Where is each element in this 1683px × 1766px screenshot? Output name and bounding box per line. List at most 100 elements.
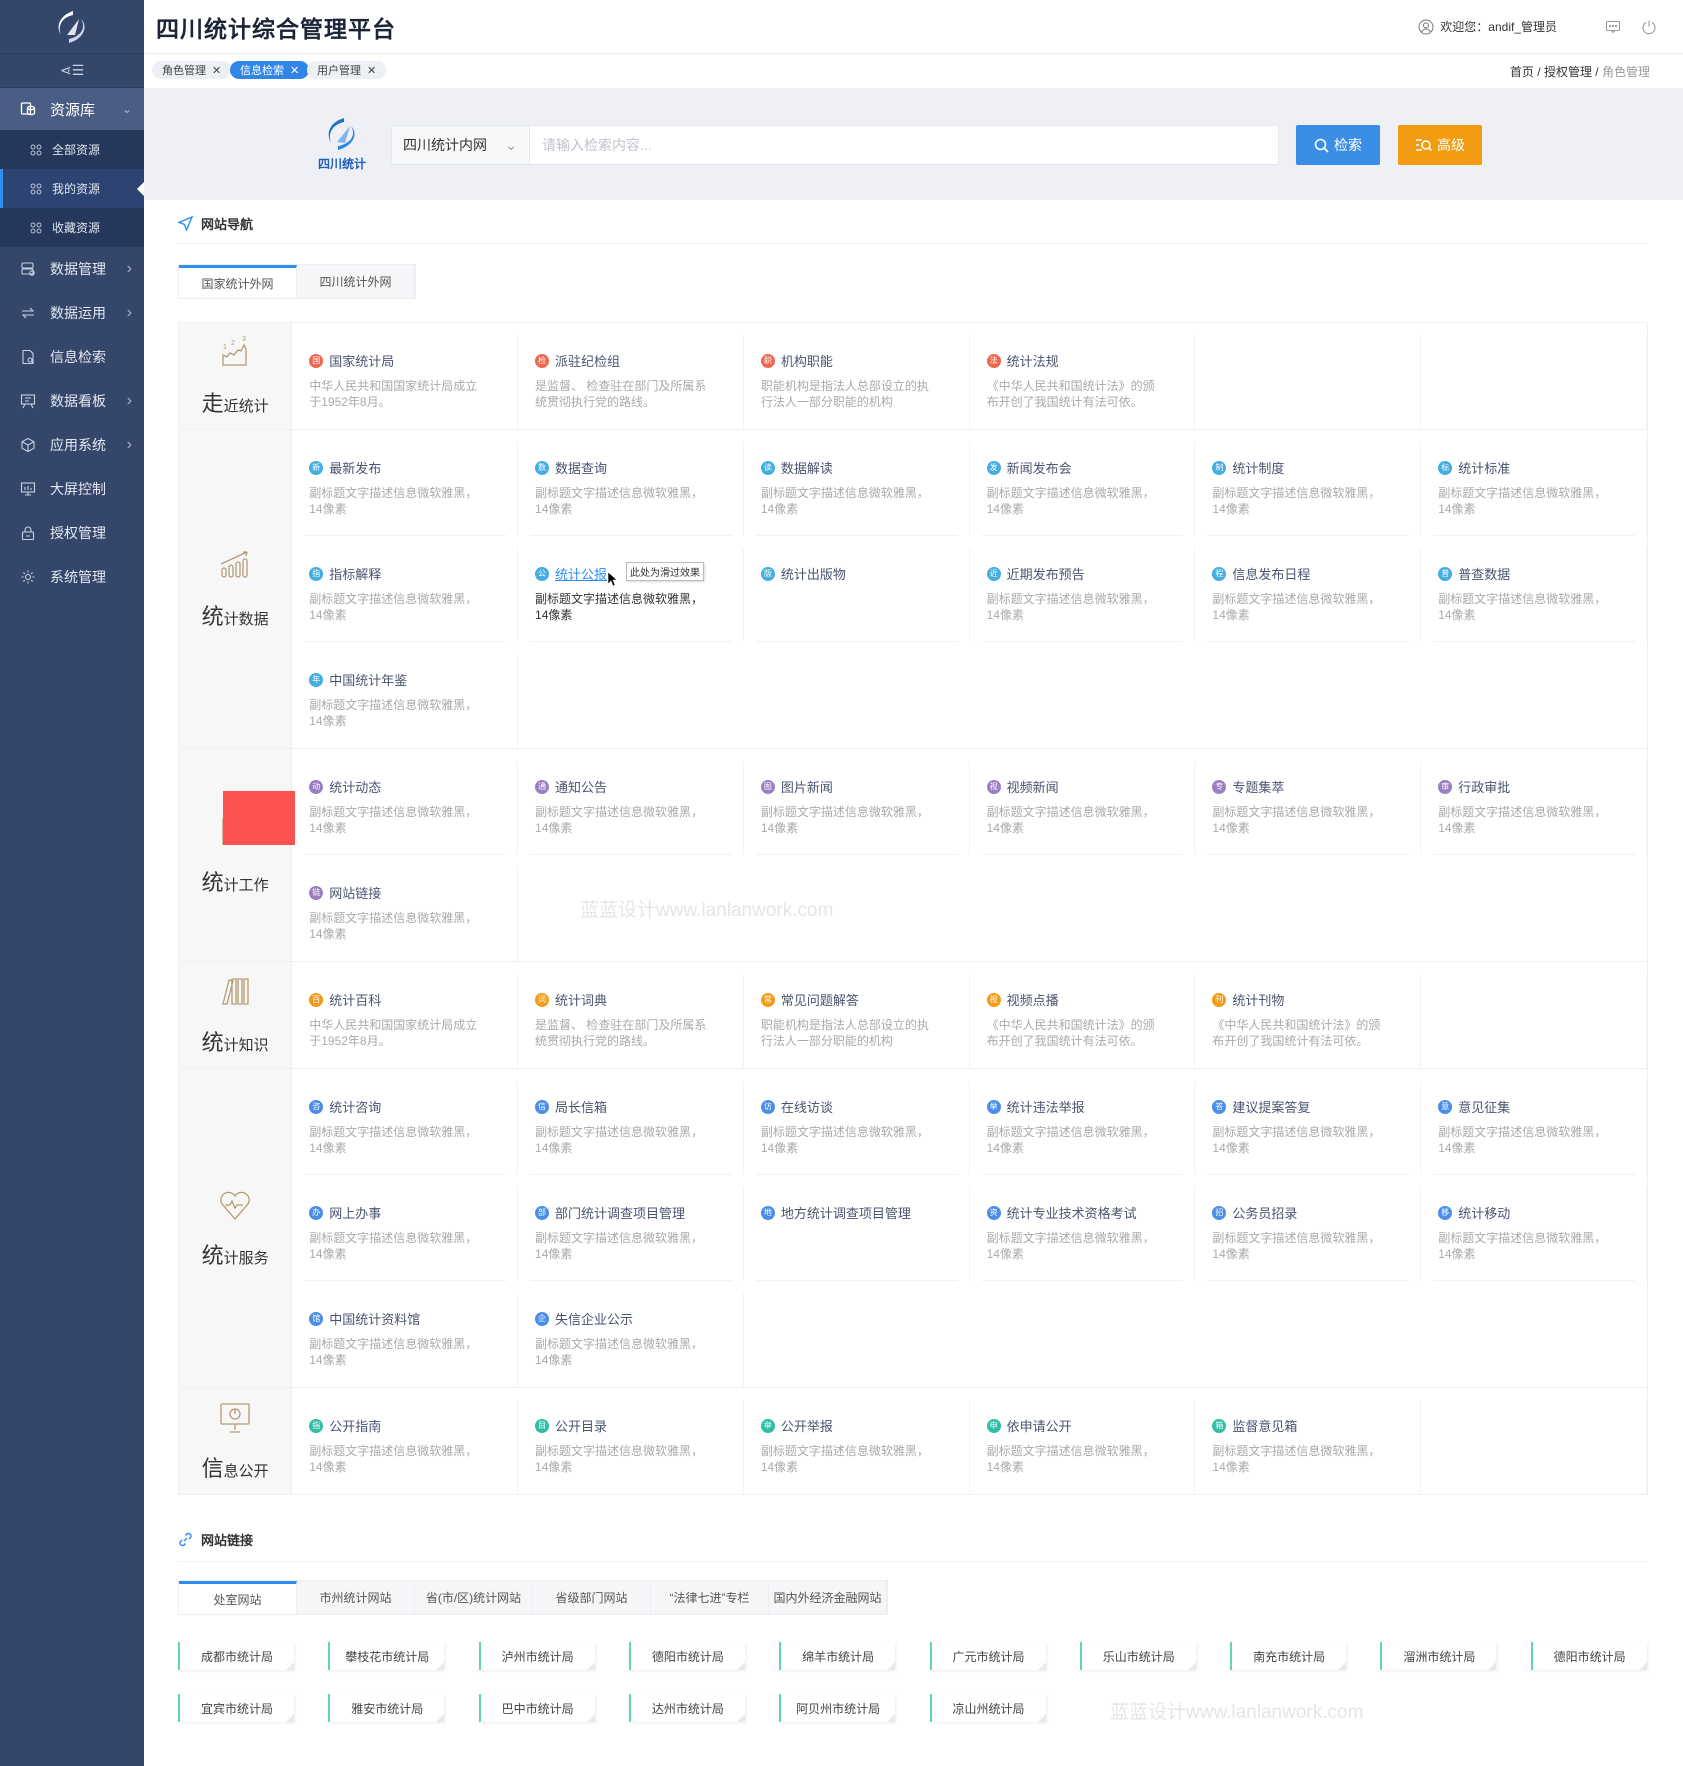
sidebar-item[interactable]: 信息检索: [0, 335, 144, 379]
breadcrumb-auth[interactable]: 授权管理: [1543, 65, 1592, 79]
nav-item[interactable]: 招公务员招录 副标题文字描述信息微软雅黑，14像素: [1195, 1175, 1422, 1281]
nav-item[interactable]: 国国家统计局 中华人民共和国国家统计局成立于1952年8月。: [292, 323, 518, 429]
search-scope-select[interactable]: 四川统计内网 ⌄: [391, 125, 530, 165]
nav-item[interactable]: 资统计专业技术资格考试 副标题文字描述信息微软雅黑，14像素: [970, 1175, 1196, 1281]
nav-item-name[interactable]: 行政审批: [1458, 780, 1511, 795]
tab[interactable]: 国家统计外网: [179, 265, 297, 298]
message-icon[interactable]: [1605, 19, 1621, 35]
nav-item[interactable]: 信局长信箱 副标题文字描述信息微软雅黑，14像素: [518, 1069, 744, 1175]
tab[interactable]: 省级部门网站: [533, 1581, 651, 1614]
nav-item[interactable]: 馆中国统计资料馆 副标题文字描述信息微软雅黑，14像素: [292, 1281, 518, 1387]
page-tab[interactable]: 信息检索 ✕: [230, 61, 310, 79]
nav-item[interactable]: 版统计出版物: [744, 536, 970, 642]
nav-item[interactable]: 公统计公报 副标题文字描述信息微软雅黑，14像素 此处为滑过效果: [518, 536, 744, 642]
nav-item-name[interactable]: 中国统计年鉴: [329, 673, 408, 688]
sidebar-item[interactable]: 数据运用 ›: [0, 291, 144, 335]
tab[interactable]: “法律七进”专栏: [651, 1581, 769, 1614]
site-link[interactable]: 德阳市统计局: [628, 1642, 745, 1670]
nav-item-name[interactable]: 部门统计调查项目管理: [555, 1206, 686, 1221]
nav-item[interactable]: 读数据解读 副标题文字描述信息微软雅黑，14像素: [744, 430, 970, 536]
sidebar-item[interactable]: 数据看板 ›: [0, 379, 144, 423]
nav-item-name[interactable]: 公开指南: [329, 1419, 382, 1434]
nav-item[interactable]: 百统计百科 中华人民共和国国家统计局成立于1952年8月。: [292, 962, 518, 1068]
sidebar-subitem[interactable]: 我的资源: [0, 169, 144, 208]
nav-item[interactable]: 办网上办事 副标题文字描述信息微软雅黑，14像素: [292, 1175, 518, 1281]
nav-item-name[interactable]: 统计出版物: [780, 567, 846, 582]
close-icon[interactable]: ✕: [367, 64, 377, 77]
tab[interactable]: 市州统计网站: [297, 1581, 415, 1614]
nav-item-name[interactable]: 统计专业技术资格考试: [1006, 1206, 1137, 1221]
tab[interactable]: 处室网站: [179, 1581, 297, 1614]
nav-item-name[interactable]: 公务员招录: [1232, 1206, 1298, 1221]
nav-item[interactable]: 程信息发布日程 副标题文字描述信息微软雅黑，14像素: [1195, 536, 1422, 642]
nav-item[interactable]: 标统计标准 副标题文字描述信息微软雅黑，14像素: [1421, 430, 1647, 536]
nav-item-name[interactable]: 公开举报: [780, 1419, 833, 1434]
site-link[interactable]: 达州市统计局: [628, 1694, 745, 1722]
nav-item-name[interactable]: 视频新闻: [1006, 780, 1059, 795]
nav-item[interactable]: 近近期发布预告 副标题文字描述信息微软雅黑，14像素: [970, 536, 1196, 642]
site-link[interactable]: 凉山州统计局: [929, 1694, 1046, 1722]
site-link[interactable]: 南充市统计局: [1230, 1642, 1347, 1670]
nav-item-name[interactable]: 通知公告: [555, 780, 608, 795]
nav-item-name[interactable]: 近期发布预告: [1006, 567, 1085, 582]
power-icon[interactable]: [1641, 19, 1657, 35]
nav-item[interactable]: 视视频新闻 副标题文字描述信息微软雅黑，14像素: [970, 749, 1196, 855]
nav-item-name[interactable]: 统计标准: [1458, 461, 1511, 476]
nav-item[interactable]: 目公开目录 副标题文字描述信息微软雅黑，14像素: [518, 1388, 744, 1494]
nav-item[interactable]: 年中国统计年鉴 副标题文字描述信息微软雅黑，14像素: [292, 642, 518, 748]
sidebar-item[interactable]: 数据管理 ›: [0, 247, 144, 291]
nav-item-name[interactable]: 统计刊物: [1232, 993, 1285, 1008]
nav-item-name[interactable]: 最新发布: [329, 461, 382, 476]
nav-item[interactable]: 答建议提案答复 副标题文字描述信息微软雅黑，14像素: [1195, 1069, 1422, 1175]
page-tab[interactable]: 用户管理 ✕: [307, 61, 387, 79]
nav-item-name[interactable]: 统计百科: [329, 993, 382, 1008]
sidebar-item[interactable]: 应用系统 ›: [0, 423, 144, 467]
nav-item-name[interactable]: 统计制度: [1232, 461, 1285, 476]
nav-item-name[interactable]: 国家统计局: [329, 354, 395, 369]
nav-item[interactable]: 制统计制度 副标题文字描述信息微软雅黑，14像素: [1195, 430, 1422, 536]
site-link[interactable]: 溜洲市统计局: [1380, 1642, 1497, 1670]
nav-item[interactable]: 职机构职能 职能机构是指法人总部设立的执行法人一部分职能的机构: [744, 323, 970, 429]
sidebar-item[interactable]: 系统管理: [0, 555, 144, 599]
site-link[interactable]: 泸州市统计局: [478, 1642, 595, 1670]
nav-item[interactable]: 数数据查询 副标题文字描述信息微软雅黑，14像素: [518, 430, 744, 536]
nav-item-name[interactable]: 普查数据: [1458, 567, 1511, 582]
nav-item-name[interactable]: 统计移动: [1458, 1206, 1511, 1221]
nav-item-name[interactable]: 监督意见箱: [1232, 1419, 1298, 1434]
site-link[interactable]: 广元市统计局: [929, 1642, 1046, 1670]
search-input[interactable]: [530, 125, 1279, 165]
page-tab[interactable]: 角色管理 ✕: [152, 61, 232, 79]
site-link[interactable]: 阿贝州市统计局: [779, 1694, 896, 1722]
nav-item-name[interactable]: 派驻纪检组: [555, 354, 621, 369]
nav-item[interactable]: 词统计词典 是监督、 检查驻在部门及所属系统贯彻执行党的路线。: [518, 962, 744, 1068]
nav-item-name[interactable]: 地方统计调查项目管理: [780, 1206, 911, 1221]
nav-item[interactable]: 访在线访谈 副标题文字描述信息微软雅黑，14像素: [744, 1069, 970, 1175]
search-button[interactable]: 检索: [1296, 125, 1380, 165]
nav-item[interactable]: 刊统计刊物 《中华人民共和国统计法》的颁布开创了我国统计有法可依。: [1195, 962, 1422, 1068]
nav-item[interactable]: 专专题集萃 副标题文字描述信息微软雅黑，14像素: [1195, 749, 1422, 855]
nav-item-name[interactable]: 意见征集: [1458, 1100, 1511, 1115]
nav-item[interactable]: 企失信企业公示 副标题文字描述信息微软雅黑，14像素: [518, 1281, 744, 1387]
nav-item-name[interactable]: 机构职能: [780, 354, 833, 369]
nav-item[interactable]: 意意见征集 副标题文字描述信息微软雅黑，14像素: [1421, 1069, 1647, 1175]
sidebar-subitem[interactable]: 全部资源: [0, 130, 144, 169]
nav-item-name[interactable]: 统计咨询: [329, 1100, 382, 1115]
nav-item[interactable]: 指公开指南 副标题文字描述信息微软雅黑，14像素: [292, 1388, 518, 1494]
nav-item-name[interactable]: 统计违法举报: [1006, 1100, 1085, 1115]
site-link[interactable]: 攀枝花市统计局: [328, 1642, 445, 1670]
nav-item-name[interactable]: 局长信箱: [555, 1100, 608, 1115]
site-link[interactable]: 绵羊市统计局: [779, 1642, 896, 1670]
nav-item-name[interactable]: 网上办事: [329, 1206, 382, 1221]
sidebar-subitem[interactable]: 收藏资源: [0, 208, 144, 247]
site-link[interactable]: 巴中市统计局: [478, 1694, 595, 1722]
nav-item[interactable]: 申依申请公开 副标题文字描述信息微软雅黑，14像素: [970, 1388, 1196, 1494]
nav-item-name[interactable]: 常见问题解答: [780, 993, 859, 1008]
nav-item[interactable]: 检派驻纪检组 是监督、 检查驻在部门及所属系统贯彻执行党的路线。: [518, 323, 744, 429]
nav-item[interactable]: 咨统计咨询 副标题文字描述信息微软雅黑，14像素: [292, 1069, 518, 1175]
nav-item-name[interactable]: 建议提案答复: [1232, 1100, 1311, 1115]
nav-item-name[interactable]: 依申请公开: [1006, 1419, 1072, 1434]
nav-item-name[interactable]: 失信企业公示: [555, 1312, 634, 1327]
nav-item[interactable]: 移统计移动 副标题文字描述信息微软雅黑，14像素: [1421, 1175, 1647, 1281]
nav-item[interactable]: 指指标解释 副标题文字描述信息微软雅黑，14像素: [292, 536, 518, 642]
nav-item-name[interactable]: 专题集萃: [1232, 780, 1285, 795]
